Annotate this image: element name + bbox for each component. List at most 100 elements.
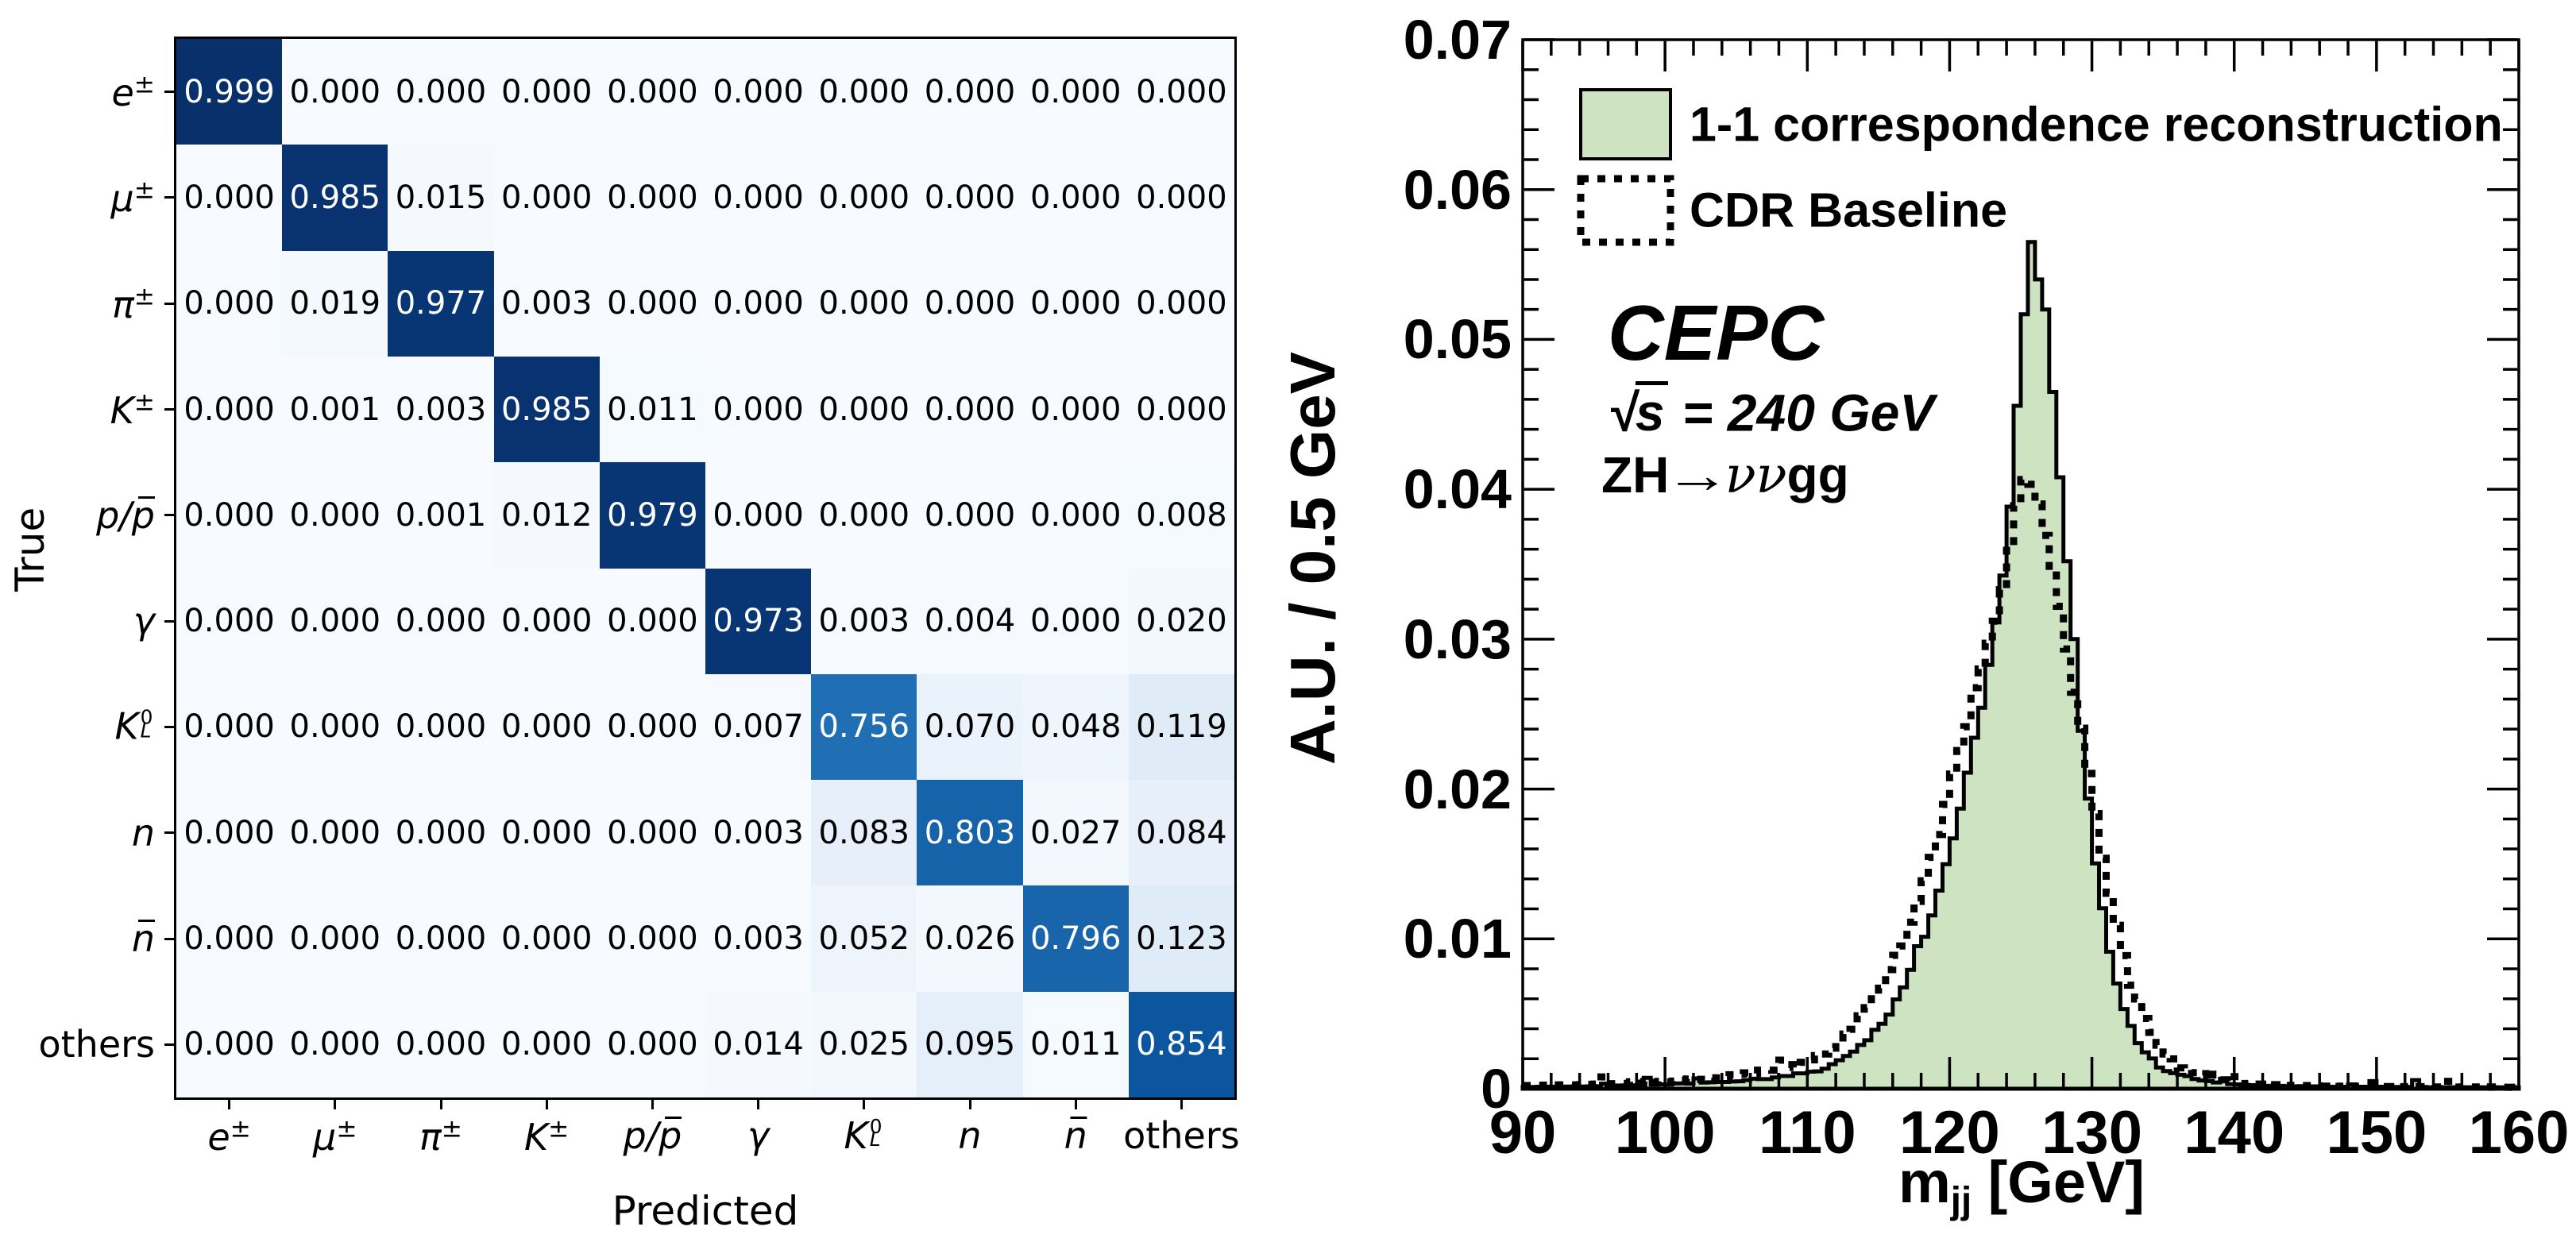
cm-cell-r8c7: 0.026 bbox=[917, 885, 1023, 992]
hist-y-tick-label-0.07: 0.07 bbox=[1403, 9, 1512, 71]
cm-cell-r6c4: 0.000 bbox=[599, 673, 705, 781]
cm-cell-r2c1: 0.019 bbox=[282, 250, 388, 357]
cm-x-axis-title: Predicted bbox=[612, 1188, 799, 1234]
cm-xtick bbox=[545, 1097, 548, 1109]
hist-y-tick-label-0.04: 0.04 bbox=[1403, 458, 1512, 521]
cm-row-label-others: others bbox=[38, 1023, 155, 1066]
hist-x-tick-label-140: 140 bbox=[2184, 1099, 2285, 1167]
cm-cell-r5c5: 0.973 bbox=[705, 568, 812, 674]
cm-cell-r7c4: 0.000 bbox=[599, 780, 705, 886]
hist-y-tick-label-0.02: 0.02 bbox=[1403, 758, 1512, 820]
cm-cell-r2c5: 0.000 bbox=[705, 250, 812, 357]
cm-cell-r5c3: 0.000 bbox=[493, 568, 600, 674]
cm-xtick bbox=[1074, 1097, 1077, 1109]
cm-col-label-n̄: n bbox=[1064, 1114, 1087, 1157]
cm-cell-r9c1: 0.000 bbox=[282, 991, 388, 1097]
cm-cell-r7c7: 0.803 bbox=[917, 780, 1023, 886]
cm-cell-r7c9: 0.084 bbox=[1128, 780, 1234, 886]
cm-cell-r1c0: 0.000 bbox=[176, 145, 283, 251]
hist-y-tick-label-0.01: 0.01 bbox=[1403, 908, 1512, 970]
cm-cell-r1c4: 0.000 bbox=[599, 145, 705, 251]
cm-cell-r8c1: 0.000 bbox=[282, 885, 388, 992]
cm-cell-r5c2: 0.000 bbox=[388, 568, 494, 674]
cm-col-label-π±: π± bbox=[419, 1115, 462, 1159]
cm-cell-r6c6: 0.756 bbox=[811, 673, 917, 781]
cm-cell-r1c7: 0.000 bbox=[917, 145, 1023, 251]
hist-x-tick-label-130: 130 bbox=[2041, 1099, 2142, 1167]
cm-cell-r4c4: 0.979 bbox=[599, 462, 705, 569]
cm-ytick bbox=[164, 1043, 176, 1046]
cm-row-label-γ: γ bbox=[133, 600, 155, 643]
cm-cell-r2c3: 0.003 bbox=[493, 250, 600, 357]
cm-cell-r9c7: 0.095 bbox=[917, 991, 1023, 1097]
hist-y-tick-label-0.03: 0.03 bbox=[1403, 608, 1512, 670]
annotation-process: ZH→ννgg bbox=[1601, 446, 1849, 505]
plot-frame bbox=[1521, 38, 2520, 1090]
cm-cell-r0c1: 0.000 bbox=[282, 39, 388, 145]
cm-cell-r2c4: 0.000 bbox=[599, 250, 705, 357]
cm-cell-r8c5: 0.003 bbox=[705, 885, 812, 992]
cm-cell-r6c2: 0.000 bbox=[388, 673, 494, 781]
cm-cell-r3c2: 0.003 bbox=[388, 356, 494, 463]
cm-cell-r0c5: 0.000 bbox=[705, 39, 812, 145]
cm-ytick bbox=[164, 196, 176, 199]
sqrt-argument: s bbox=[1635, 381, 1668, 438]
hist-x-tick-label-100: 100 bbox=[1614, 1099, 1716, 1167]
cm-cell-r6c5: 0.007 bbox=[705, 673, 812, 781]
cm-cell-r7c8: 0.027 bbox=[1022, 780, 1129, 886]
energy-value: = 240 GeV bbox=[1667, 383, 1935, 442]
hist-y-tick-label-0.05: 0.05 bbox=[1403, 308, 1512, 371]
cm-xtick bbox=[863, 1097, 866, 1109]
hist-x-tick-label-90: 90 bbox=[1489, 1099, 1557, 1167]
cm-cell-r6c7: 0.070 bbox=[917, 673, 1023, 781]
cm-ytick bbox=[164, 514, 176, 517]
cm-cell-r0c8: 0.000 bbox=[1022, 39, 1129, 145]
cm-ytick bbox=[164, 408, 176, 411]
cm-cell-r3c3: 0.985 bbox=[493, 356, 600, 463]
cm-cell-r1c9: 0.000 bbox=[1128, 145, 1234, 251]
legend-label-cdr-baseline: CDR Baseline bbox=[1690, 183, 2008, 237]
cm-cell-r0c9: 0.000 bbox=[1128, 39, 1234, 145]
cm-cell-r1c5: 0.000 bbox=[705, 145, 812, 251]
cm-xtick bbox=[228, 1097, 231, 1109]
cm-cell-r3c6: 0.000 bbox=[811, 356, 917, 463]
cm-row-label-K±: K± bbox=[110, 388, 155, 432]
cm-cell-r8c6: 0.052 bbox=[811, 885, 917, 992]
cm-ytick bbox=[164, 91, 176, 94]
cm-cell-r3c7: 0.000 bbox=[917, 356, 1023, 463]
cm-row-label-μ±: μ± bbox=[110, 176, 155, 221]
confusion-matrix-grid: 0.999 0.000 0.000 0.000 0.000 0.000 0.000 0.000… bbox=[174, 37, 1237, 1100]
cm-ytick bbox=[164, 619, 176, 623]
cm-cell-r2c0: 0.000 bbox=[176, 250, 283, 357]
cm-cell-r0c2: 0.000 bbox=[388, 39, 494, 145]
cm-cell-r0c6: 0.000 bbox=[811, 39, 917, 145]
cm-row-label-n: n bbox=[131, 811, 155, 854]
cm-col-label-μ±: μ± bbox=[313, 1115, 357, 1159]
cm-cell-r8c3: 0.000 bbox=[493, 885, 600, 992]
cm-cell-r4c8: 0.000 bbox=[1022, 462, 1129, 569]
cm-cell-r6c9: 0.119 bbox=[1128, 673, 1234, 781]
hist-x-tick-label-150: 150 bbox=[2326, 1099, 2427, 1167]
legend-swatch-cdr-baseline bbox=[1577, 175, 1674, 246]
cm-xtick bbox=[651, 1097, 654, 1109]
cm-cell-r3c4: 0.011 bbox=[599, 356, 705, 463]
cm-cell-r3c8: 0.000 bbox=[1022, 356, 1129, 463]
cm-xtick bbox=[1180, 1097, 1183, 1109]
cm-cell-r5c0: 0.000 bbox=[176, 568, 283, 674]
annotation-energy: √s = 240 GeV bbox=[1608, 381, 1934, 438]
cm-cell-r6c3: 0.000 bbox=[493, 673, 600, 781]
cm-cell-r2c2: 0.977 bbox=[388, 250, 494, 357]
cm-cell-r7c1: 0.000 bbox=[282, 780, 388, 886]
cm-cell-r7c0: 0.000 bbox=[176, 780, 283, 886]
cm-cell-r0c4: 0.000 bbox=[599, 39, 705, 145]
hist-x-tick-label-110: 110 bbox=[1758, 1099, 1856, 1167]
cm-cell-r5c8: 0.000 bbox=[1022, 568, 1129, 674]
cm-cell-r9c6: 0.025 bbox=[811, 991, 917, 1097]
cm-ytick bbox=[164, 302, 176, 305]
cm-cell-r7c6: 0.083 bbox=[811, 780, 917, 886]
cm-col-label-γ: γ bbox=[747, 1114, 770, 1157]
cm-cell-r2c9: 0.000 bbox=[1128, 250, 1234, 357]
